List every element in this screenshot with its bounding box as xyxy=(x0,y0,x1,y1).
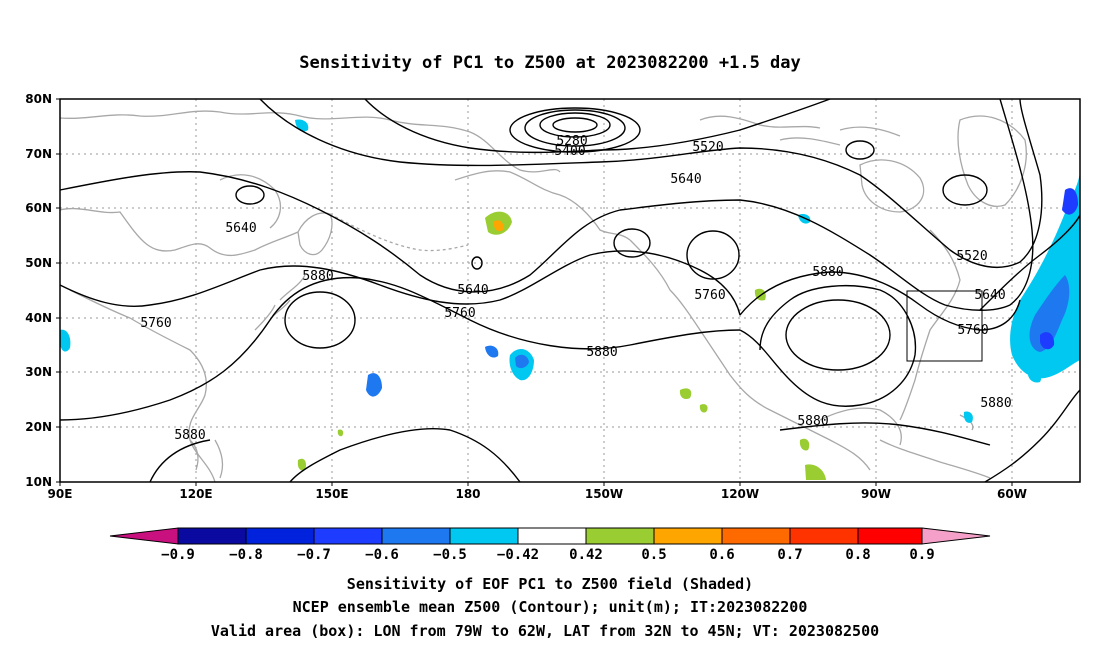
colorbar-swatch xyxy=(517,527,587,545)
colorbar-swatch xyxy=(721,527,791,545)
colorbar-swatch xyxy=(585,527,655,545)
colorbar-swatch xyxy=(857,527,923,545)
colorbar-swatch xyxy=(789,527,859,545)
contour-label: 5760 xyxy=(694,288,725,303)
colorbar-label: −0.42 xyxy=(497,547,539,563)
lon-label: 60W xyxy=(997,487,1027,501)
contour-label: 5880 xyxy=(797,414,828,429)
colorbar-low-triangle xyxy=(109,527,179,545)
map-frame xyxy=(59,98,1081,483)
contour-label: 5640 xyxy=(225,221,256,236)
colorbar: −0.9 −0.8 −0.7 −0.6 −0.5 −0.42 0.42 0.5 … xyxy=(109,527,991,563)
contour-label: 5760 xyxy=(140,316,171,331)
colorbar-high-triangle xyxy=(921,527,991,545)
contour-label: 5880 xyxy=(302,269,333,284)
colorbar-label: −0.5 xyxy=(433,547,467,563)
colorbar-label: 0.7 xyxy=(777,547,802,563)
contour-label: 5880 xyxy=(980,396,1011,411)
lat-label: 20N xyxy=(25,420,52,434)
lat-label: 30N xyxy=(25,365,52,379)
colorbar-label: −0.9 xyxy=(161,547,195,563)
lat-label: 10N xyxy=(25,475,52,489)
contour-label: 5880 xyxy=(586,345,617,360)
contour-label: 5760 xyxy=(957,323,988,338)
colorbar-swatch xyxy=(653,527,723,545)
lat-label: 50N xyxy=(25,256,52,270)
colorbar-label: 0.6 xyxy=(709,547,734,563)
colorbar-label: 0.8 xyxy=(845,547,870,563)
caption-line-1: Sensitivity of EOF PC1 to Z500 field (Sh… xyxy=(347,575,753,593)
colorbar-label: 0.5 xyxy=(641,547,666,563)
contour-label: 5880 xyxy=(812,265,843,280)
z500-contours xyxy=(59,98,1081,483)
gridlines xyxy=(60,99,1080,482)
contour-label: 5760 xyxy=(444,306,475,321)
map-panel: 5280 5400 5520 5640 5640 5640 5760 5760 … xyxy=(56,98,1081,486)
lon-label: 150W xyxy=(585,487,623,501)
colorbar-swatch xyxy=(313,527,383,545)
tick-marks xyxy=(56,98,1013,486)
colorbar-swatch xyxy=(177,527,247,545)
colorbar-swatch xyxy=(245,527,315,545)
contour-label: 5280 xyxy=(556,134,587,149)
colorbar-label: −0.6 xyxy=(365,547,399,563)
lon-label: 180 xyxy=(455,487,480,501)
map-title: Sensitivity of PC1 to Z500 at 2023082200… xyxy=(299,53,801,73)
contour-labels: 5280 5400 5520 5640 5640 5640 5760 5760 … xyxy=(140,134,1011,443)
lon-label: 90E xyxy=(48,487,73,501)
colorbar-label: −0.7 xyxy=(297,547,331,563)
colorbar-label: 0.9 xyxy=(909,547,934,563)
contour-label: 5520 xyxy=(692,140,723,155)
valid-area-box xyxy=(906,290,983,362)
lat-label: 40N xyxy=(25,311,52,325)
colorbar-label: −0.8 xyxy=(229,547,263,563)
colorbar-swatch xyxy=(449,527,519,545)
lat-label: 60N xyxy=(25,201,52,215)
contour-label: 5520 xyxy=(956,249,987,264)
contour-label: 5640 xyxy=(457,283,488,298)
contour-label: 5640 xyxy=(670,172,701,187)
lon-label: 120E xyxy=(179,487,212,501)
longitude-labels: 90E 120E 150E 180 150W 120W 90W 60W xyxy=(48,487,1027,501)
caption-line-3: Valid area (box): LON from 79W to 62W, L… xyxy=(211,622,879,640)
contour-label: 5400 xyxy=(554,144,585,159)
lon-label: 120W xyxy=(721,487,759,501)
lat-label: 70N xyxy=(25,147,52,161)
lat-label: 80N xyxy=(25,92,52,106)
lon-label: 150E xyxy=(315,487,348,501)
contour-label: 5640 xyxy=(974,288,1005,303)
colorbar-swatch xyxy=(381,527,451,545)
caption-line-2: NCEP ensemble mean Z500 (Contour); unit(… xyxy=(293,598,808,616)
lon-label: 90W xyxy=(861,487,891,501)
sensitivity-shading xyxy=(60,119,1080,480)
colorbar-label: 0.42 xyxy=(569,547,603,563)
contour-label: 5880 xyxy=(174,428,205,443)
latitude-labels: 80N 70N 60N 50N 40N 30N 20N 10N xyxy=(25,92,52,489)
